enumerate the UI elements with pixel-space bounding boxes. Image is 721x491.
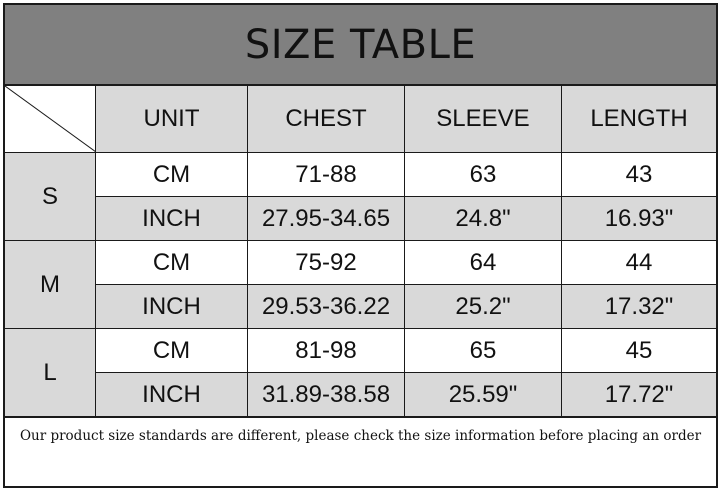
cell-unit: CM: [95, 240, 248, 285]
cell-length: 44: [561, 240, 717, 285]
header-unit: UNIT: [95, 85, 248, 153]
table-row: S CM 71-88 63 43: [4, 152, 717, 241]
size-table: SIZE TABLE UNIT CHEST SLEEVE LENGTH S CM 7…: [3, 3, 718, 488]
cell-length: 16.93": [561, 196, 717, 241]
header-chest: CHEST: [247, 85, 405, 153]
size-note: Our product size standards are different…: [5, 417, 716, 487]
cell-sleeve: 64: [404, 240, 562, 285]
cell-sleeve: 25.59": [404, 372, 562, 417]
cell-chest: 27.95-34.65: [247, 196, 405, 241]
cell-unit: INCH: [95, 372, 248, 417]
cell-sleeve: 24.8": [404, 196, 562, 241]
size-label: L: [4, 328, 96, 417]
cell-length: 17.72": [561, 372, 717, 417]
table-row: INCH 31.89-38.58 25.59" 17.72": [5, 372, 717, 417]
cell-length: 43: [561, 152, 717, 197]
size-label: M: [4, 240, 96, 329]
size-grid: UNIT CHEST SLEEVE LENGTH S CM 71-88 63 43 INC…: [4, 85, 717, 417]
cell-length: 45: [561, 328, 717, 373]
header-length: LENGTH: [561, 85, 717, 153]
table-row: L CM 81-98 65 45: [4, 328, 717, 417]
cell-chest: 81-98: [247, 328, 405, 373]
header-sleeve: SLEEVE: [404, 85, 562, 153]
table-row: INCH 29.53-36.22 25.2" 17.32": [5, 284, 717, 329]
cell-chest: 75-92: [247, 240, 405, 285]
table-row: INCH 27.95-34.65 24.8" 16.93": [5, 196, 717, 241]
table-title: SIZE TABLE: [5, 5, 716, 85]
cell-unit: CM: [95, 328, 248, 373]
header-row: UNIT CHEST SLEEVE LENGTH: [4, 85, 717, 153]
cell-sleeve: 63: [404, 152, 562, 197]
cell-chest: 31.89-38.58: [247, 372, 405, 417]
size-label: S: [4, 152, 96, 241]
diagonal-line: [5, 86, 96, 152]
cell-sleeve: 25.2": [404, 284, 562, 329]
table-row: M CM 75-92 64 44: [4, 240, 717, 329]
cell-chest: 71-88: [247, 152, 405, 197]
cell-chest: 29.53-36.22: [247, 284, 405, 329]
cell-unit: INCH: [95, 284, 248, 329]
cell-sleeve: 65: [404, 328, 562, 373]
cell-unit: CM: [95, 152, 248, 197]
cell-unit: INCH: [95, 196, 248, 241]
cell-length: 17.32": [561, 284, 717, 329]
diagonal-corner-cell: [4, 85, 96, 153]
